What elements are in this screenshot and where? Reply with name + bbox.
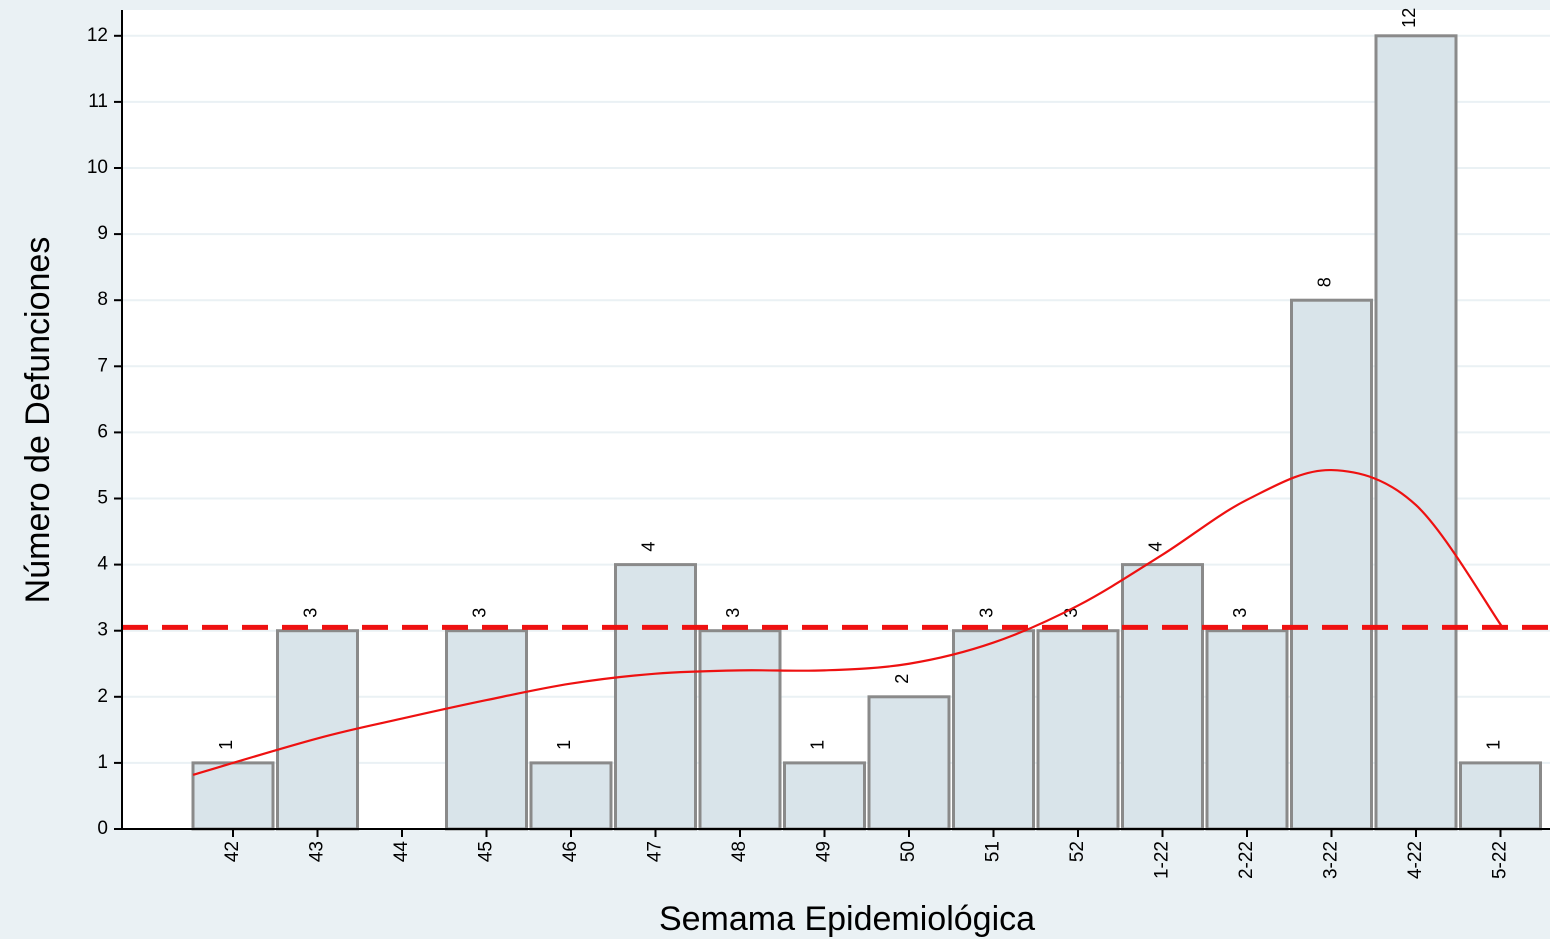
bar-data-label: 1: [554, 740, 574, 750]
bar: [1374, 34, 1458, 831]
bar: [783, 761, 866, 831]
x-tick-label: 48: [729, 841, 750, 862]
bar: [1121, 563, 1204, 831]
x-tick-label: 45: [476, 841, 497, 862]
bar: [614, 563, 697, 831]
bar-data-label: 2: [892, 674, 912, 684]
y-tick-label: 8: [97, 289, 108, 310]
bar: [867, 695, 951, 831]
x-tick-label: 47: [645, 841, 666, 862]
bar: [1036, 629, 1120, 831]
bar: [445, 629, 528, 831]
bar-data-label: 12: [1399, 8, 1419, 28]
x-tick-label: 2-22: [1236, 841, 1257, 879]
y-tick-label: 5: [97, 488, 108, 509]
y-tick-label: 9: [97, 223, 108, 244]
x-tick-label: 46: [560, 841, 581, 862]
x-tick-label: 43: [307, 841, 328, 862]
y-tick-label: 11: [88, 91, 108, 112]
trend-curve-line: [192, 468, 1504, 776]
x-tick-label: 4-22: [1405, 841, 1426, 879]
bar-data-label: 1: [216, 740, 236, 750]
bar-data-label: 1: [1483, 740, 1503, 750]
x-tick-label: 44: [391, 841, 412, 863]
bar-data-label: 3: [1061, 608, 1081, 618]
bar: [191, 761, 275, 831]
y-tick-label: 3: [97, 620, 108, 641]
x-tick-label: 42: [222, 841, 243, 862]
bar: [1290, 298, 1373, 831]
bar: [698, 629, 782, 831]
y-axis-title: Número de Defunciones: [19, 237, 57, 604]
y-tick-label: 6: [97, 421, 108, 442]
bar-data-label: 4: [1145, 542, 1165, 552]
x-tick-label: 1-22: [1152, 841, 1173, 879]
trend-curve: [192, 468, 1504, 776]
bar-data-label: 3: [469, 608, 489, 618]
y-tick-label: 2: [97, 686, 108, 707]
bar: [1459, 761, 1542, 831]
bars: [191, 34, 1542, 831]
y-tick-label: 10: [87, 157, 108, 178]
bar: [529, 761, 613, 831]
y-tick-label: 0: [97, 818, 108, 839]
bar-data-label: 1: [807, 740, 827, 750]
bar-data-label: 3: [723, 608, 743, 618]
bar-data-label: 3: [1230, 608, 1250, 618]
x-tick-label: 49: [814, 841, 835, 862]
bar-data-label: 4: [638, 542, 658, 552]
y-tick-label: 1: [97, 752, 108, 773]
bar: [1205, 629, 1289, 831]
y-tick-label: 7: [97, 355, 108, 376]
bar: [276, 629, 359, 831]
x-tick-label: 3-22: [1321, 841, 1342, 879]
bar-data-label: 8: [1314, 277, 1334, 287]
bar-data-label: 3: [300, 608, 320, 618]
y-tick-label: 12: [87, 25, 108, 46]
x-tick-label: 50: [898, 841, 919, 862]
bar: [952, 629, 1035, 831]
x-tick-label: 52: [1067, 841, 1088, 862]
x-tick-label: 5-22: [1490, 841, 1511, 879]
bar-data-label: 3: [976, 608, 996, 618]
x-axis-title: Semama Epidemiológica: [659, 900, 1035, 938]
y-tick-label: 4: [97, 554, 108, 575]
x-tick-label: 51: [983, 841, 1004, 862]
